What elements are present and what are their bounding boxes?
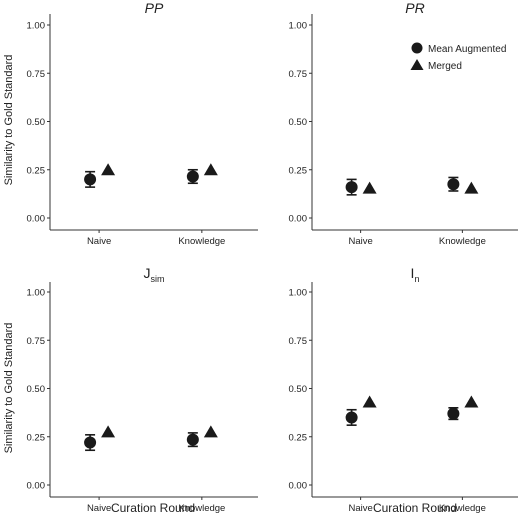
x-tick-label: Knowledge [439,236,486,247]
y-tick-label: 0.25 [289,165,308,176]
legend-label-mean-augmented: Mean Augmented [428,44,506,55]
x-tick-label: Naive [87,236,111,247]
y-tick-label: 0.00 [27,214,46,225]
x-tick-label: Naive [348,236,372,247]
panel-title: PP [145,0,164,16]
y-tick-label: 1.00 [27,288,46,299]
y-tick-label: 0.75 [27,336,46,347]
x-axis-label-left: Curation Round [111,501,195,515]
y-tick-label: 0.00 [289,481,308,492]
panel-1: PP 0.00 0.25 0.50 0.75 1.00 Naive Knowledge [27,0,258,247]
panel-title: In [411,265,420,284]
y-tick-label: 0.50 [289,117,308,128]
y-tick-label: 0.75 [289,336,308,347]
y-tick-label: 1.00 [289,288,308,299]
point-merged [203,163,218,176]
panel-3: Jsim 0.00 0.25 0.50 0.75 1.00 Naive Knowledge [27,265,258,514]
x-tick-label: Knowledge [439,503,486,514]
y-tick-label: 0.25 [27,165,46,176]
x-tick-label: Knowledge [178,503,225,514]
y-tick-label: 0.75 [27,69,46,80]
legend: Mean Augmented Merged [410,42,506,72]
legend-triangle-marker [410,59,424,70]
y-tick-label: 0.25 [289,432,308,443]
point-merged [362,181,377,194]
point-mean-augmented [186,170,199,183]
panel-4: In 0.00 0.25 0.50 0.75 1.00 Naive Knowledge [289,265,518,514]
y-axis-label-bottom: Similarity to Gold Standard [3,323,15,454]
panels: PP 0.00 0.25 0.50 0.75 1.00 Naive Knowledge PR 0.… [27,0,518,514]
point-merged [203,425,218,438]
y-tick-label: 1.00 [27,21,46,32]
y-tick-label: 1.00 [289,21,308,32]
y-tick-label: 0.00 [289,214,308,225]
point-merged [101,425,116,438]
point-merged [464,181,479,194]
y-tick-label: 0.75 [289,69,308,80]
x-tick-label: Naive [87,503,111,514]
y-tick-label: 0.50 [289,384,308,395]
point-merged [362,395,377,408]
legend-circle-marker [411,42,423,54]
point-mean-augmented [84,436,97,449]
y-axis-label-top: Similarity to Gold Standard [3,55,15,186]
y-tick-label: 0.50 [27,117,46,128]
panel-title: PR [405,0,424,16]
point-mean-augmented [345,181,358,194]
y-tick-label: 0.50 [27,384,46,395]
point-mean-augmented [186,433,199,446]
y-tick-label: 0.00 [27,481,46,492]
legend-label-merged: Merged [428,61,462,72]
point-mean-augmented [447,407,460,420]
y-tick-label: 0.25 [27,432,46,443]
panel-title: Jsim [144,265,165,284]
x-axis-label-right: Curation Round [373,501,457,515]
point-merged [101,163,116,176]
x-tick-label: Naive [348,503,372,514]
point-mean-augmented [447,178,460,191]
point-merged [464,395,479,408]
point-mean-augmented [345,411,358,424]
panel-2: PR 0.00 0.25 0.50 0.75 1.00 Naive Knowledge [289,0,518,247]
point-mean-augmented [84,173,97,186]
x-tick-label: Knowledge [178,236,225,247]
